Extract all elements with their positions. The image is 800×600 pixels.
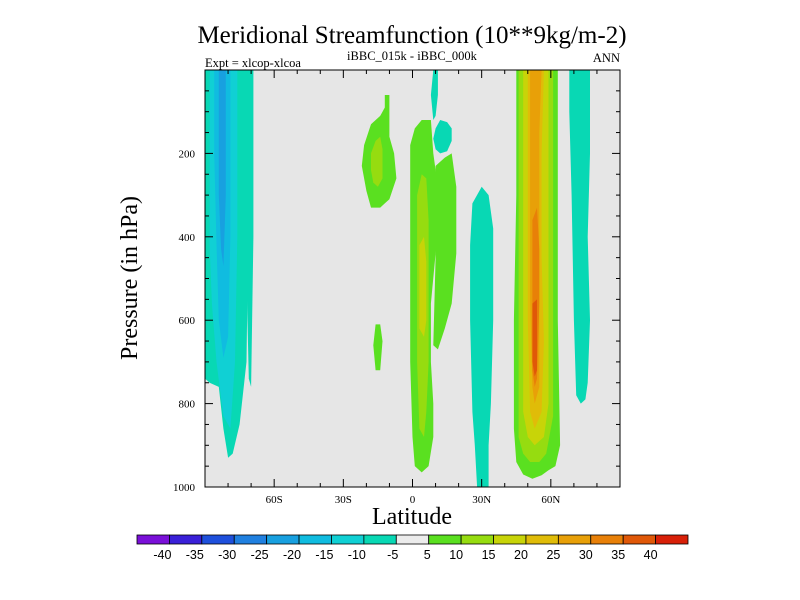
colorbar-box — [233, 534, 268, 545]
x-tick-label: 30S — [335, 494, 352, 506]
y-tick-label: 1000 — [173, 482, 196, 494]
colorbar-box — [201, 534, 235, 545]
chart-title: Meridional Streamfunction (10**9kg/m-2) — [197, 22, 626, 49]
colorbar-label: -10 — [348, 548, 366, 562]
y-tick-label: 400 — [179, 232, 196, 244]
colorbar-label: -35 — [186, 548, 204, 562]
colorbar-label: -25 — [251, 548, 269, 562]
colorbar-box — [136, 534, 170, 545]
colorbar-label: 5 — [424, 548, 431, 562]
colorbar-label: -40 — [153, 548, 171, 562]
colorbar-label: 30 — [579, 548, 593, 562]
colorbar-label: 40 — [644, 548, 658, 562]
y-axis-title: Pressure (in hPa) — [117, 196, 143, 360]
colorbar-box — [266, 534, 300, 545]
x-tick-label: 30N — [472, 494, 491, 506]
colorbar-label: 25 — [546, 548, 560, 562]
colorbar-box — [331, 534, 365, 545]
colorbar-box — [363, 534, 397, 545]
y-tick-label: 600 — [179, 315, 196, 327]
difference-label: iBBC_015k - iBBC_000k — [347, 49, 478, 63]
sh-negative-thin-level-5 — [246, 70, 254, 387]
colorbar-box — [655, 534, 689, 545]
colorbar-label: 10 — [449, 548, 463, 562]
x-axis-title: Latitude — [372, 504, 452, 530]
nh-midlatitude-positive-level-35 — [532, 299, 537, 377]
colorbar-box — [557, 534, 592, 545]
colorbar-box — [622, 534, 656, 545]
y-tick-label: 800 — [179, 399, 196, 411]
nh-high-latitude-negative-level-5 — [569, 70, 590, 404]
colorbar-box — [169, 534, 203, 545]
colorbar-box — [493, 534, 527, 545]
lower-small-positive-level-5 — [373, 324, 383, 371]
colorbar: -40 -35 -30 -25 -20 -15 -10 -5 5 10 15 20 25 30 35 40 — [136, 534, 689, 562]
nh-subtropical-negative-level-5 — [470, 186, 494, 488]
colorbar-label: 35 — [611, 548, 625, 562]
colorbar-box — [298, 534, 332, 545]
colorbar-label: -5 — [387, 548, 398, 562]
upper-narrow-negative-level-5 — [430, 70, 438, 120]
x-tick-label: 0 — [410, 494, 416, 506]
x-tick-label: 60S — [266, 494, 283, 506]
y-tick-label: 200 — [179, 148, 196, 160]
colorbar-label: 20 — [514, 548, 528, 562]
sh-negative-cell-level-20 — [218, 70, 226, 266]
x-tick-label: 60N — [541, 494, 560, 506]
equatorial-positive-level-15 — [419, 236, 427, 337]
colorbar-label: -15 — [315, 548, 333, 562]
colorbar-box — [460, 534, 494, 545]
colorbar-label: 15 — [482, 548, 496, 562]
contour-layer — [205, 70, 590, 488]
upper-tropical-positive-level-10 — [371, 136, 383, 187]
colorbar-label: -30 — [218, 548, 236, 562]
colorbar-box — [590, 534, 624, 545]
season-label: ANN — [593, 51, 620, 65]
plot-frame — [204, 69, 621, 488]
colorbar-box — [428, 534, 462, 545]
colorbar-box — [395, 534, 430, 545]
experiment-label: Expt = xlcop-xlcoa — [205, 56, 301, 70]
colorbar-label: -20 — [283, 548, 301, 562]
colorbar-box — [525, 534, 559, 545]
axes-layer: 60S 30S 0 30N 60N 200 400 600 800 1000 — [173, 70, 621, 506]
equatorial-positive-flank-level-5 — [433, 153, 457, 350]
upper-small-negative-level-5 — [433, 120, 452, 154]
